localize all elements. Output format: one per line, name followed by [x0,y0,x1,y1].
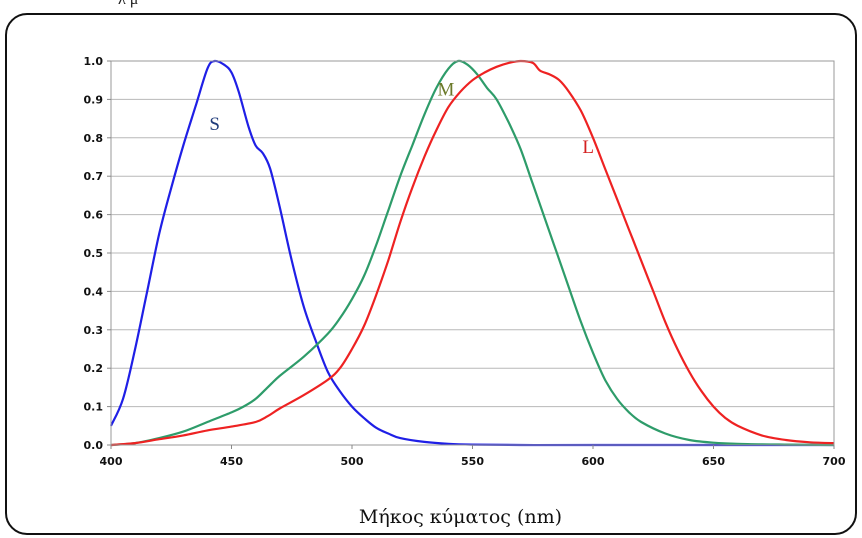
series-M-label: M [438,80,455,101]
y-tick-label: 0.7 [84,170,104,183]
series-L-label: L [582,137,594,158]
series-L-line [110,59,835,447]
y-tick-label: 0.5 [84,247,104,260]
y-tick-label: 0.6 [84,209,104,222]
x-tick-label: 550 [461,455,484,468]
y-tick-label: 0.3 [84,324,104,337]
y-tick-label: 0.9 [84,93,104,106]
y-tick-label: 1.0 [84,55,104,68]
x-axis-label: Μήκος κύματος (nm) [359,506,562,528]
y-tick-label: 0.1 [84,401,104,414]
y-tick-label: 0.2 [84,362,104,375]
y-tick-label: 0.0 [84,439,104,452]
series-S-label: S [209,114,220,135]
y-tick-label: 0.8 [84,132,104,145]
x-tick-label: 600 [582,455,605,468]
series-labels: S M L [209,80,594,159]
y-axis-ticks: 0.0 0.1 0.2 0.3 0.4 0.5 0.6 0.7 0.8 0.9 1.0 [84,55,111,452]
y-tick-label: 0.4 [84,285,104,298]
x-tick-label: 450 [220,455,243,468]
x-tick-label: 700 [823,455,846,468]
x-tick-label: 500 [341,455,364,468]
x-tick-label: 650 [702,455,725,468]
top-text-fragment: λ μ [118,0,138,9]
x-axis-ticks: 400 450 500 550 600 650 700 [100,445,846,468]
x-tick-label: 400 [100,455,123,468]
series-S-line [109,59,834,447]
